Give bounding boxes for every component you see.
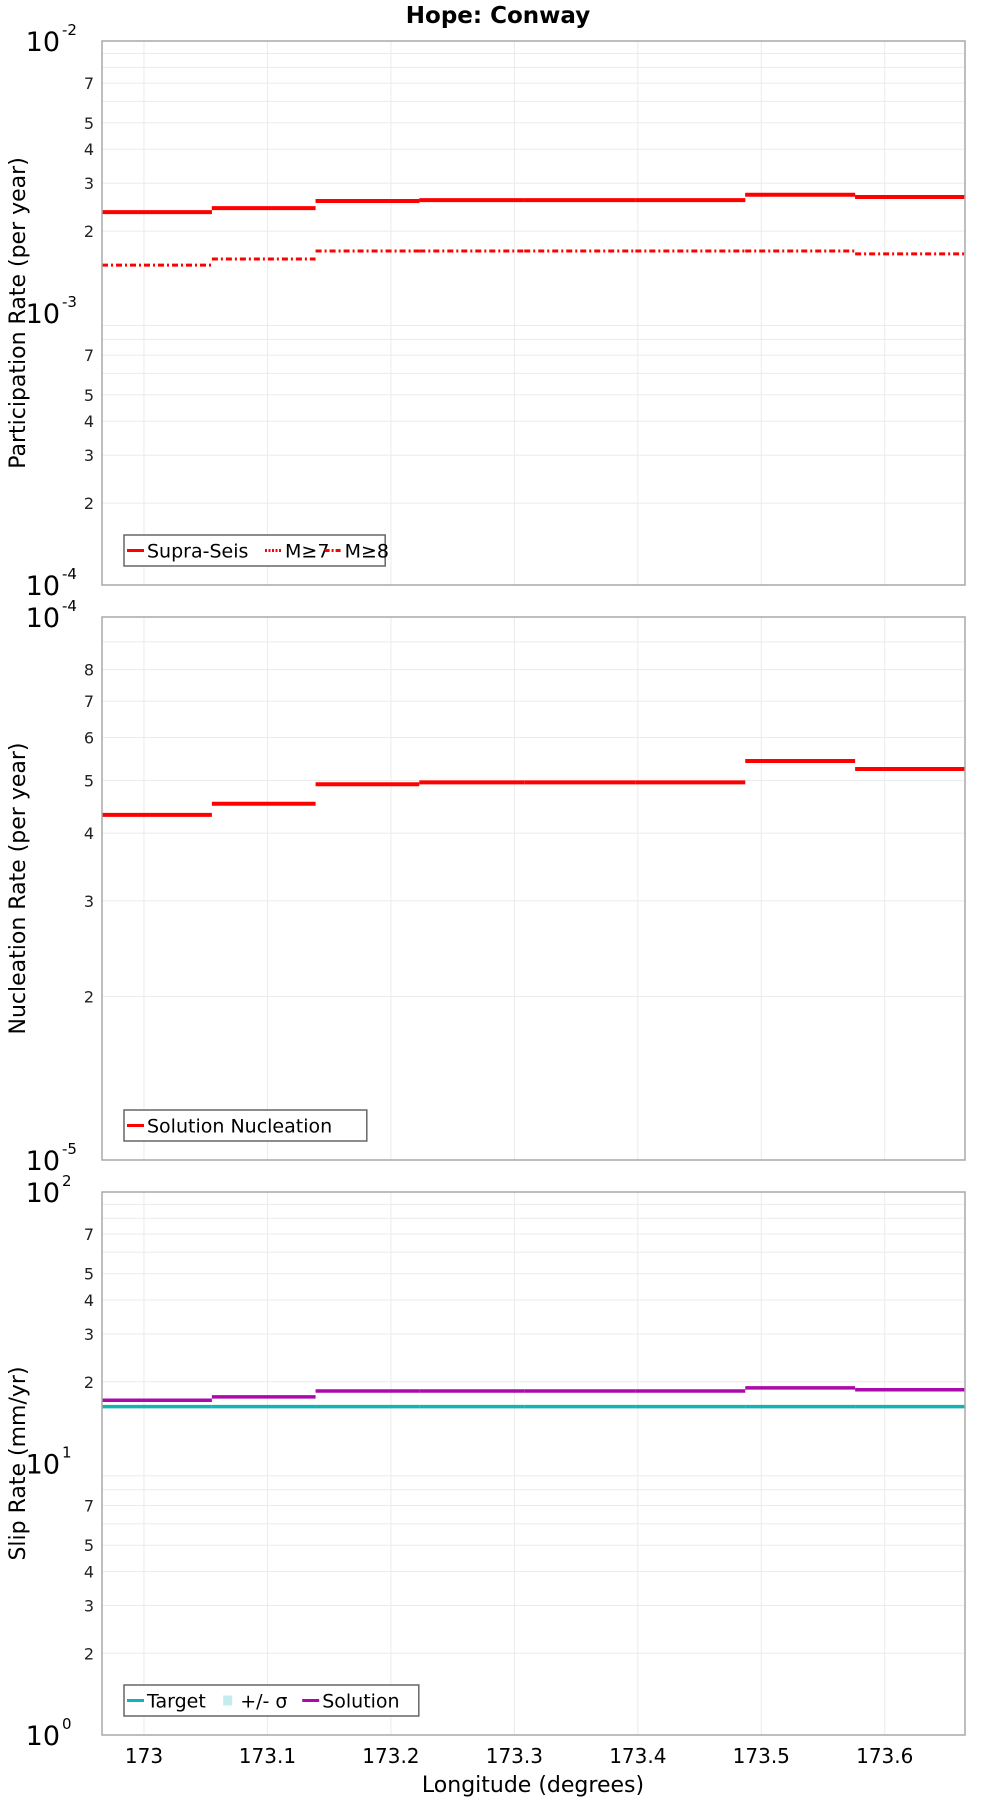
tick-base: 10: [26, 603, 60, 634]
y-tick-label: 2: [84, 1644, 94, 1663]
plot-frame: [101, 40, 966, 586]
y-tick-label: 3: [84, 1596, 94, 1615]
legend-label: M≥8: [345, 541, 389, 563]
y-tick-label: 7: [84, 74, 94, 93]
y-tick-label: 2: [84, 1373, 94, 1392]
legend-label: Solution Nucleation: [147, 1116, 332, 1138]
y-tick-label: 7: [84, 346, 94, 365]
legend-label: M≥7: [285, 541, 329, 563]
tick-exponent: -5: [62, 1140, 77, 1158]
x-axis-label: Longitude (degrees): [422, 1773, 644, 1798]
tick-base: 10: [26, 1146, 60, 1177]
legend: Solution Nucleation: [123, 1109, 368, 1142]
plot-frame: [101, 1191, 966, 1736]
plot-area: [102, 1192, 965, 1735]
tick-base: 10: [26, 1721, 60, 1752]
tick-exponent: -4: [62, 597, 77, 615]
y-tick-label: 2: [84, 988, 94, 1007]
y-tick-label: 2: [84, 494, 94, 513]
y-tick-label: 7: [84, 692, 94, 711]
y-tick-label: 3: [84, 892, 94, 911]
y-tick-label: 4: [84, 824, 94, 843]
tick-base: 10: [26, 299, 60, 330]
x-tick-label: 173: [125, 1744, 163, 1768]
legend-box: [123, 1684, 420, 1717]
y-tick-label: 5: [84, 1536, 94, 1555]
y-tick-label: 3: [84, 1325, 94, 1344]
plot-area: [102, 41, 965, 585]
tick-exponent: 2: [62, 1172, 72, 1190]
legend: Supra-Seis M≥7 M≥8: [123, 534, 389, 567]
y-tick-label: 3: [84, 174, 94, 193]
tick-exponent: 1: [62, 1444, 72, 1462]
y-tick-label: 7: [84, 1225, 94, 1244]
tick-base: 10: [26, 1178, 60, 1209]
y-major-tick-label: 10: [26, 1721, 60, 1752]
y-tick-label: 5: [84, 114, 94, 133]
tick-exponent: -4: [62, 565, 77, 583]
y-tick-label: 4: [84, 140, 94, 159]
y-tick-label: 5: [84, 386, 94, 405]
y-major-tick-label: 10: [26, 571, 60, 602]
x-tick-label: 173.6: [856, 1744, 913, 1768]
plot-area: [102, 617, 965, 1160]
chart-title: Hope: Conway: [406, 3, 590, 29]
tick-base: 10: [26, 1450, 60, 1481]
y-major-tick-label: 10: [26, 1178, 60, 1209]
y-tick-label: 7: [84, 1497, 94, 1516]
legend-label: Supra-Seis: [147, 541, 248, 563]
y-tick-label: 3: [84, 446, 94, 465]
tick-exponent: -3: [62, 293, 77, 311]
y-tick-label: 4: [84, 1291, 94, 1310]
tick-base: 10: [26, 571, 60, 602]
y-tick-label: 6: [84, 728, 94, 747]
legend-box: [123, 1109, 368, 1142]
legend-swatch-sigma: [223, 1695, 233, 1706]
y-major-tick-label: 10: [26, 1146, 60, 1177]
y-major-tick-label: 10: [26, 27, 60, 58]
x-tick-label: 173.2: [362, 1744, 419, 1768]
legend-label: Target: [146, 1691, 206, 1713]
x-tick-label: 173.4: [609, 1744, 666, 1768]
x-tick-label: 173.1: [239, 1744, 296, 1768]
plot-frame: [101, 616, 966, 1161]
legend-label: +/- σ: [240, 1691, 287, 1713]
y-axis-label: Participation Rate (per year): [6, 157, 31, 469]
y-axis-label: Nucleation Rate (per year): [6, 743, 31, 1035]
y-tick-label: 4: [84, 412, 94, 431]
legend-box: [123, 534, 386, 567]
y-major-tick-label: 10: [26, 299, 60, 330]
y-tick-label: 4: [84, 1563, 94, 1582]
y-major-tick-label: 10: [26, 1450, 60, 1481]
y-tick-label: 2: [84, 222, 94, 241]
x-tick-label: 173.5: [733, 1744, 790, 1768]
tick-exponent: 0: [62, 1715, 72, 1733]
y-major-tick-label: 10: [26, 603, 60, 634]
y-axis-label: Slip Rate (mm/yr): [6, 1366, 31, 1560]
x-tick-label: 173.3: [486, 1744, 543, 1768]
y-tick-label: 8: [84, 661, 94, 680]
y-tick-label: 5: [84, 1265, 94, 1284]
tick-exponent: -2: [62, 21, 77, 39]
legend: Target +/- σ Solution: [123, 1684, 420, 1717]
tick-base: 10: [26, 27, 60, 58]
legend-label: Solution: [322, 1691, 399, 1713]
y-tick-label: 5: [84, 771, 94, 790]
